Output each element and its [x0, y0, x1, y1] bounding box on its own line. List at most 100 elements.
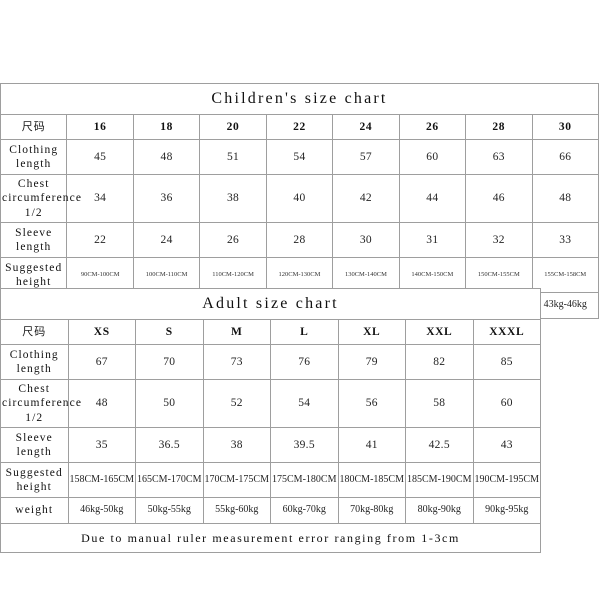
measurement-cell: 41 — [337, 427, 406, 464]
size-column-header: XXXL — [472, 319, 541, 345]
measurement-cell: 63 — [465, 139, 533, 175]
adult-size-table: Adult size chart 尺码 XS S M L XL XXL XXXL Clothing… — [0, 288, 541, 554]
measurement-cell: 70 — [135, 344, 204, 380]
measurement-cell: 52 — [202, 378, 271, 429]
measurement-cell: 30 — [332, 222, 400, 259]
measurement-cell: 38 — [199, 173, 267, 224]
size-column-header: 24 — [332, 114, 400, 140]
measurement-cell: 55kg-60kg — [202, 497, 271, 525]
measurement-cell: 32 — [465, 222, 533, 259]
measurement-cell: 40 — [265, 173, 334, 224]
measurement-cell: 90kg-95kg — [472, 497, 541, 525]
measurement-cell: 45 — [66, 139, 134, 175]
measurement-cell: 158CM-165CM — [67, 462, 136, 499]
measurement-cell: 42 — [332, 173, 400, 224]
measurement-cell: 60kg-70kg — [270, 497, 339, 525]
measurement-cell: 170CM-175CM — [202, 462, 271, 499]
measurement-cell: 58 — [405, 378, 474, 429]
measurement-cell: 73 — [202, 344, 271, 380]
measurement-cell: 165CM-170CM — [135, 462, 204, 499]
measurement-cell: 48 — [531, 173, 599, 224]
measurement-cell: 34 — [66, 173, 134, 224]
measurement-cell: 43 — [472, 427, 541, 464]
measurement-cell: 57 — [332, 139, 400, 175]
measurement-cell: 60 — [398, 139, 467, 175]
measurement-cell: 44 — [398, 173, 467, 224]
size-column-header: S — [135, 319, 204, 345]
measurement-cell: 56 — [337, 378, 406, 429]
measurement-cell: 50 — [135, 378, 204, 429]
table-row: Suggested height 158CM-165CM 165CM-170CM 17… — [0, 462, 541, 499]
adult-size-chart: Adult size chart 尺码 XS S M L XL XXL XXXL Clothing… — [0, 288, 541, 554]
measurement-cell: 180CM-185CM — [337, 462, 406, 499]
size-column-header: M — [202, 319, 271, 345]
table-row: Suggested height 90CM-100CM 100CM-110CM 110… — [0, 257, 599, 294]
measurement-cell: 110CM-120CM — [199, 257, 267, 294]
size-column-header: 22 — [265, 114, 334, 140]
row-label: Sleeve length — [0, 427, 69, 464]
measurement-cell: 22 — [66, 222, 134, 259]
table-row: Sleeve length 22 24 26 28 30 31 32 33 — [0, 222, 599, 259]
measurement-cell: 79 — [337, 344, 406, 380]
measurement-cell: 66 — [531, 139, 599, 175]
measurement-cell: 36 — [132, 173, 201, 224]
children_chart-corner-label: 尺码 — [0, 114, 68, 140]
measurement-cell: 54 — [270, 378, 339, 429]
measurement-cell: 185CM-190CM — [405, 462, 474, 499]
size-column-header: 28 — [465, 114, 533, 140]
table-row: Clothing length 45 48 51 54 57 60 63 66 — [0, 139, 599, 175]
measurement-cell: 48 — [67, 378, 136, 429]
size-column-header: 30 — [531, 114, 599, 140]
size-column-header: XS — [67, 319, 136, 345]
measurement-cell: 46 — [465, 173, 533, 224]
children-size-chart: Children's size chart 尺码 16 18 20 22 24 26 28 30 C… — [0, 83, 599, 320]
measurement-cell: 36.5 — [135, 427, 204, 464]
measurement-cell: 24 — [132, 222, 201, 259]
row-label: Suggested height — [0, 462, 69, 499]
measurement-cell: 39.5 — [270, 427, 339, 464]
measurement-cell: 43kg-46kg — [531, 292, 599, 320]
measurement-cell: 100CM-110CM — [132, 257, 201, 294]
measurement-cell: 70kg-80kg — [337, 497, 406, 525]
size-column-header: L — [270, 319, 339, 345]
row-label: Sleeve length — [0, 222, 68, 259]
measurement-cell: 190CM-195CM — [472, 462, 541, 499]
row-label: Clothing length — [0, 139, 68, 175]
row-label: Chest circumference 1/2 — [0, 173, 81, 224]
table-row: Chest circumference 1/2 48 50 52 54 56 58 60 — [0, 378, 541, 429]
measurement-cell: 26 — [199, 222, 267, 259]
children_chart-title: Children's size chart — [0, 83, 599, 115]
measurement-note: Due to manual ruler measurement error ra… — [0, 523, 541, 554]
table-row: Sleeve length 35 36.5 38 39.5 41 42.5 43 — [0, 427, 541, 464]
row-label: weight — [0, 497, 69, 525]
measurement-cell: 85 — [472, 344, 541, 380]
table-row: Clothing length 67 70 73 76 79 82 85 — [0, 344, 541, 380]
row-label: Clothing length — [0, 344, 69, 380]
measurement-cell: 50kg-55kg — [135, 497, 204, 525]
measurement-cell: 28 — [265, 222, 334, 259]
adult_chart-corner-label: 尺码 — [0, 319, 69, 345]
measurement-cell: 33 — [531, 222, 599, 259]
measurement-cell: 51 — [199, 139, 267, 175]
adult_chart-title: Adult size chart — [0, 288, 541, 320]
measurement-cell: 130CM-140CM — [332, 257, 400, 294]
size-column-header: 26 — [398, 114, 467, 140]
size-column-header: XL — [337, 319, 406, 345]
measurement-cell: 60 — [472, 378, 541, 429]
size-column-header: 20 — [199, 114, 267, 140]
measurement-cell: 42.5 — [405, 427, 474, 464]
size-column-header: 16 — [66, 114, 134, 140]
table-row: Chest circumference 1/2 34 36 38 40 42 44 46 48 — [0, 173, 599, 224]
measurement-cell: 31 — [398, 222, 467, 259]
measurement-cell: 35 — [67, 427, 136, 464]
row-label: Chest circumference 1/2 — [0, 378, 81, 429]
measurement-cell: 155CM-158CM — [531, 257, 599, 294]
size-column-header: 18 — [132, 114, 201, 140]
measurement-cell: 82 — [405, 344, 474, 380]
measurement-cell: 80kg-90kg — [405, 497, 474, 525]
table-row: weight 46kg-50kg 50kg-55kg 55kg-60kg 60kg-70… — [0, 497, 541, 525]
measurement-cell: 38 — [202, 427, 271, 464]
children-size-table: Children's size chart 尺码 16 18 20 22 24 26 28 30 C… — [0, 83, 599, 320]
measurement-cell: 54 — [265, 139, 334, 175]
